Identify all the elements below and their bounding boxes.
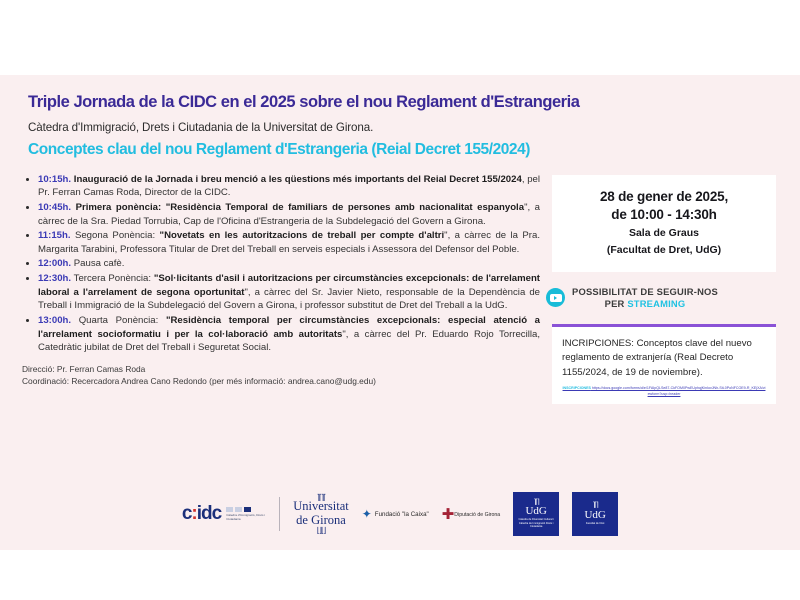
- program-time: 13:00h.: [38, 314, 72, 326]
- list-item: 13:00h. Quarta Ponència: "Residència tem…: [22, 314, 540, 355]
- udg-facultat-dret-logo: ⌉⌈⌉ UdG Facultat de Dret: [572, 492, 619, 536]
- accent-title: Conceptes clau del nou Reglament d'Estra…: [28, 140, 530, 158]
- program-pre: Tercera Ponència:: [71, 273, 154, 285]
- inscriptions-link-url: https://docs.google.com/forms/d/e/1FAIpQ…: [590, 386, 766, 396]
- brace-icon: ⌊⌋⌊⌋: [316, 525, 326, 535]
- program-rest: , pel Pr. Ferran Camas Roda, Director de…: [38, 173, 540, 199]
- universitat-de-girona-logo: ⌉⌈⌉⌈ Universitat de Girona ⌊⌋⌊⌋: [293, 492, 349, 535]
- program-column: 10:15h. Inauguració de la Jornada i breu…: [0, 173, 540, 387]
- program-time: 10:15h.: [38, 173, 72, 185]
- program-bold: "Sol·licitants d'asil i autoritzacions p…: [38, 273, 540, 298]
- streaming-prefix: PER: [604, 297, 628, 309]
- program-bold: "Novetats en les autoritzacions de treba…: [159, 230, 445, 242]
- program-rest: ", a càrrec del Sr. Javier Nieto, respon…: [38, 286, 541, 312]
- brace-icon: ⌉⌈⌉: [592, 500, 599, 509]
- list-item: 10:45h. Primera ponència: "Residència Te…: [22, 201, 540, 228]
- poster-body: 10:15h. Inauguració de la Jornada i breu…: [0, 159, 800, 404]
- page-title: Triple Jornada de la CIDC en el 2025 sob…: [28, 93, 580, 111]
- info-column: 28 de gener de 2025, de 10:00 - 14:30h S…: [540, 173, 790, 404]
- inscriptions-card: INCRIPCIONES: Conceptos clave del nuevo …: [552, 323, 776, 404]
- poster-canvas: Triple Jornada de la CIDC en el 2025 sob…: [0, 75, 800, 550]
- program-bold: "Residència temporal per circumstàncies …: [38, 314, 541, 340]
- udg-line-2: de Girona: [296, 513, 346, 527]
- cross-icon: ✚: [441, 505, 455, 523]
- cidc-mark-icon: Càtedra d'Immigració, Drets i Ciutadania: [226, 506, 266, 522]
- credits-block: Direcció: Pr. Ferran Camas Roda Coordina…: [22, 363, 540, 387]
- credit-direction: Direcció: Pr. Ferran Camas Roda: [22, 363, 146, 374]
- streaming-accent: STREAMING: [627, 297, 686, 309]
- udg-line-1: Universitat: [293, 499, 349, 514]
- streaming-line-2: PER STREAMING: [572, 298, 718, 310]
- list-item: 12:00h. Pausa cafè.: [22, 257, 540, 271]
- date-line-2: de 10:00 - 14:30h: [611, 206, 717, 222]
- program-pre: Quarta Ponència:: [71, 314, 166, 326]
- diputacio-de-girona-logo: ✚ Diputació de Girona: [442, 507, 500, 522]
- program-time: 12:30h.: [38, 273, 72, 285]
- date-card: 28 de gener de 2025, de 10:00 - 14:30h S…: [552, 174, 776, 272]
- streaming-line-1: POSSIBILITAT DE SEGUIR-NOS: [572, 285, 719, 297]
- poster-header: Triple Jornada de la CIDC en el 2025 sob…: [0, 75, 800, 159]
- program-list: 10:15h. Inauguració de la Jornada i breu…: [22, 173, 540, 355]
- inscriptions-link[interactable]: INSCRIPCIONES https://docs.google.com/fo…: [562, 386, 766, 397]
- diputacio-label: Diputació de Girona: [454, 512, 501, 518]
- program-rest: ", a càrrec de la Sra. Piedad Torrubia, …: [38, 202, 540, 227]
- fundacio-la-caixa-logo: ✦ Fundació "la Caixa": [362, 508, 429, 520]
- udg-box-1-label: UdG: [525, 505, 547, 518]
- subtitle: Càtedra d'Immigració, Drets i Ciutadania…: [28, 120, 374, 134]
- sponsor-logo-bar: c:idc Càtedra d'Immigració, Drets i Ciut…: [0, 483, 800, 545]
- cidc-logo: c:idc Càtedra d'Immigració, Drets i Ciut…: [182, 503, 266, 525]
- venue-line-2: (Facultat de Dret, UdG): [606, 244, 722, 257]
- cidc-micro-text: Càtedra d'Immigració, Drets i Ciutadania: [226, 513, 265, 521]
- caixa-label: Fundació "la Caixa": [374, 510, 429, 518]
- star-icon: ✦: [361, 507, 372, 521]
- udg-box-2-label: UdG: [584, 508, 606, 521]
- video-streaming-icon: [546, 288, 565, 308]
- venue-line-1: Sala de Graus: [628, 227, 700, 240]
- streaming-notice: POSSIBILITAT DE SEGUIR-NOS PER STREAMING: [546, 286, 776, 310]
- program-time: 10:45h.: [38, 202, 72, 214]
- inscriptions-link-lead: INSCRIPCIONES: [562, 386, 591, 391]
- program-bold: Inauguració de la Jornada i breu menció …: [71, 173, 522, 185]
- cidc-wordmark: c:idc: [181, 503, 222, 524]
- logo-divider: [279, 497, 281, 531]
- program-rest: ", a càrrec de la Pra. Margarita Tarabin…: [38, 230, 540, 255]
- program-time: 11:15h.: [38, 230, 71, 242]
- list-item: 11:15h. Segona Ponència: "Novetats en le…: [22, 229, 540, 256]
- inscriptions-text: INCRIPCIONES: Conceptos clave del nuevo …: [562, 337, 752, 378]
- date-line-1: 28 de gener de 2025,: [599, 188, 729, 204]
- udg-catedra-logo: ⌉⌈⌉ UdG Càtedra de Diversitat Cultural i…: [513, 492, 560, 536]
- program-rest: Pausa cafè.: [71, 258, 125, 270]
- streaming-text: POSSIBILITAT DE SEGUIR-NOS PER STREAMING: [572, 286, 718, 310]
- brace-icon: ⌉⌈⌉: [533, 497, 540, 506]
- program-bold: Primera ponència: "Residència Temporal d…: [71, 202, 525, 214]
- brace-icon: ⌉⌈⌉⌈: [316, 492, 326, 502]
- list-item: 10:15h. Inauguració de la Jornada i breu…: [22, 173, 540, 200]
- udg-box-2-micro: Facultat de Dret: [585, 521, 605, 525]
- program-rest: ", a càrrec del Pr. Eduardo Rojo Torreci…: [38, 328, 540, 354]
- udg-box-1-micro: Càtedra de Diversitat Cultural i Càtedra…: [518, 518, 554, 529]
- credit-coordination: Coordinació: Recercadora Andrea Cano Red…: [22, 375, 376, 386]
- list-item: 12:30h. Tercera Ponència: "Sol·licitants…: [22, 272, 540, 313]
- program-time: 12:00h.: [38, 258, 72, 270]
- program-pre: Segona Ponència:: [70, 230, 160, 242]
